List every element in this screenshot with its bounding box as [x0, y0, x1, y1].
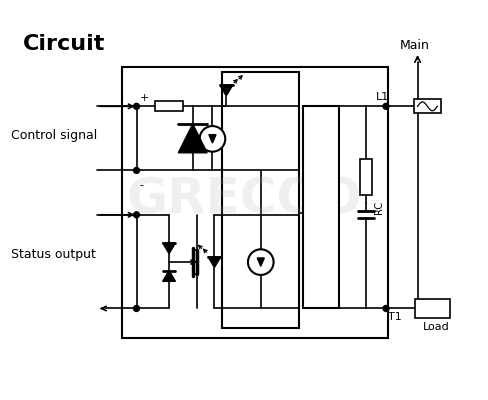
Polygon shape	[209, 135, 216, 143]
Polygon shape	[163, 243, 176, 254]
Text: Circuit: Circuit	[23, 34, 105, 54]
Text: +: +	[140, 93, 149, 103]
Circle shape	[383, 306, 389, 312]
Text: Status output: Status output	[11, 248, 96, 261]
Text: L1: L1	[376, 92, 389, 102]
Polygon shape	[208, 257, 221, 268]
Bar	[122, 67, 388, 338]
Text: Main: Main	[400, 39, 429, 52]
Circle shape	[134, 103, 140, 109]
Polygon shape	[178, 124, 207, 153]
Bar	[303, 106, 339, 308]
Polygon shape	[220, 85, 233, 96]
Polygon shape	[163, 270, 176, 281]
Polygon shape	[257, 258, 264, 266]
Bar	[360, 159, 372, 195]
Text: GRECOO: GRECOO	[126, 176, 362, 224]
Circle shape	[200, 126, 225, 152]
Text: T1: T1	[388, 312, 402, 322]
Circle shape	[134, 168, 140, 173]
Text: Load: Load	[423, 322, 449, 332]
Bar	[415, 299, 450, 318]
Circle shape	[383, 103, 389, 109]
Polygon shape	[315, 200, 327, 210]
Polygon shape	[312, 181, 330, 195]
Polygon shape	[312, 215, 330, 228]
Bar	[155, 101, 183, 111]
Circle shape	[248, 249, 274, 275]
Bar	[414, 100, 441, 113]
Circle shape	[134, 212, 140, 218]
Text: RC: RC	[374, 201, 384, 214]
Bar	[223, 72, 299, 328]
Circle shape	[134, 306, 140, 312]
Text: -: -	[140, 180, 143, 190]
Text: Control signal: Control signal	[11, 130, 98, 142]
